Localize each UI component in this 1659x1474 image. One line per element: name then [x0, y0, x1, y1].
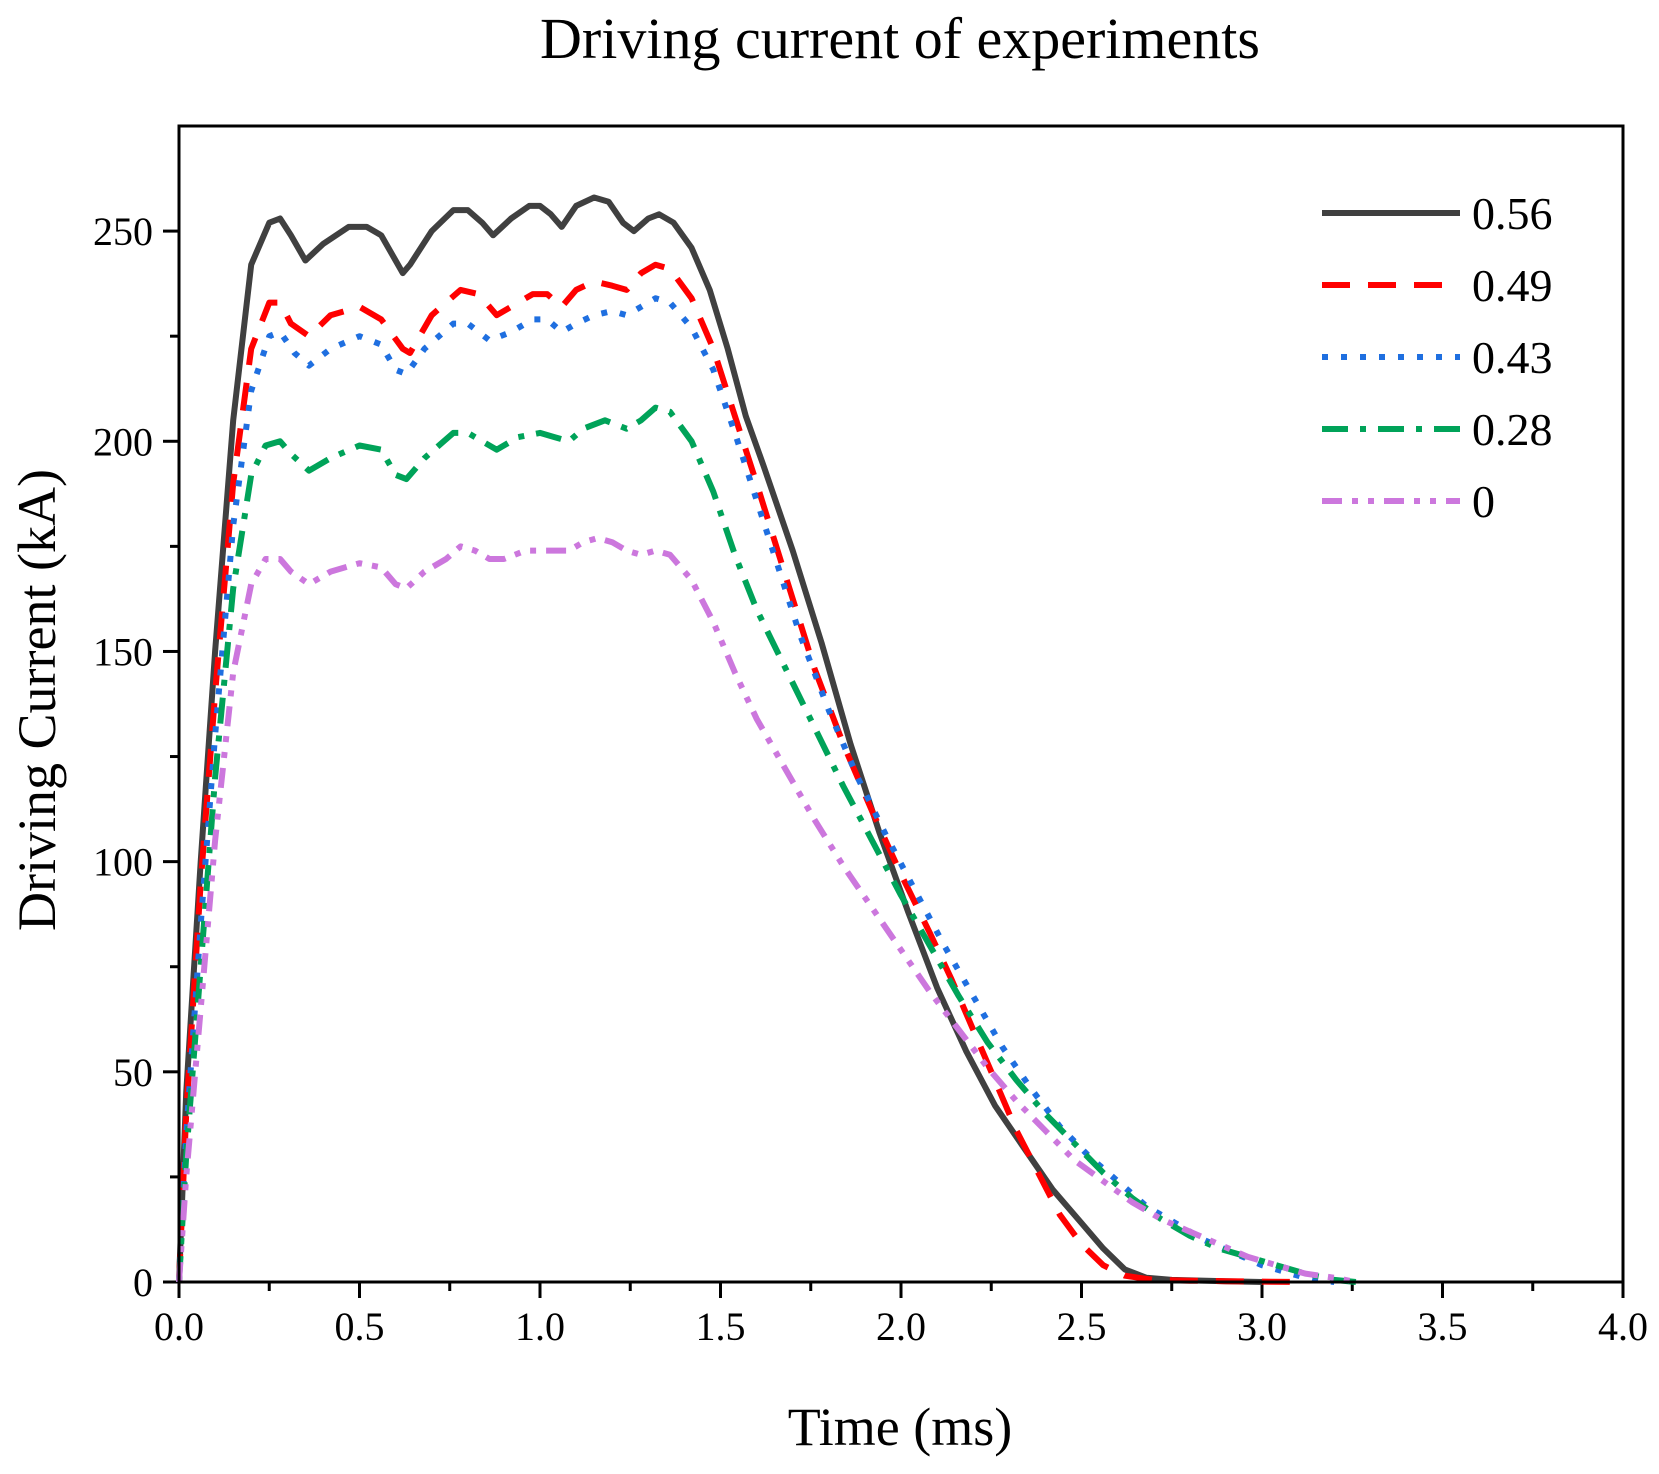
x-axis-label: Time (ms)	[788, 1397, 1013, 1457]
legend-label: 0	[1472, 476, 1495, 527]
series-line-0	[176, 535, 1357, 1285]
x-tick-label: 4.0	[1598, 1304, 1648, 1349]
legend-label: 0.43	[1472, 332, 1553, 383]
legend-label: 0.28	[1472, 404, 1553, 455]
series-line-0-49	[176, 261, 1299, 1285]
x-tick-label: 3.0	[1237, 1304, 1287, 1349]
axis-ticks	[163, 229, 1625, 1298]
x-tick-label: 3.5	[1418, 1304, 1468, 1349]
legend-label: 0.56	[1472, 188, 1553, 239]
x-tick-label: 1.5	[696, 1304, 746, 1349]
legend-label: 0.49	[1472, 260, 1553, 311]
legend: 0.56 0.49 0.43 0.28 0	[1322, 188, 1553, 527]
chart-title: Driving current of experiments	[540, 6, 1260, 71]
x-tick-labels: 0.0 0.5 1.0 1.5 2.0 2.5 3.0 3.5 4.0	[154, 1304, 1648, 1349]
x-tick-label: 0.0	[154, 1304, 204, 1349]
y-tick-label: 0	[133, 1260, 153, 1305]
x-tick-label: 1.0	[515, 1304, 565, 1349]
y-tick-label: 200	[93, 419, 153, 464]
plot-frame	[177, 124, 1625, 1284]
y-axis-label: Driving Current (kA)	[7, 469, 67, 931]
y-tick-label: 150	[93, 629, 153, 674]
x-tick-label: 0.5	[335, 1304, 385, 1349]
series-lines	[176, 194, 1357, 1285]
y-tick-label: 100	[93, 840, 153, 885]
x-tick-label: 2.0	[876, 1304, 926, 1349]
x-tick-label: 2.5	[1057, 1304, 1107, 1349]
series-line-0-43	[176, 295, 1335, 1285]
y-tick-label: 50	[113, 1050, 153, 1095]
series-line-0-56	[176, 194, 1263, 1285]
series-line-0-28	[176, 404, 1357, 1285]
y-tick-labels: 0 50 100 150 200 250	[93, 209, 153, 1305]
y-tick-label: 250	[93, 209, 153, 254]
